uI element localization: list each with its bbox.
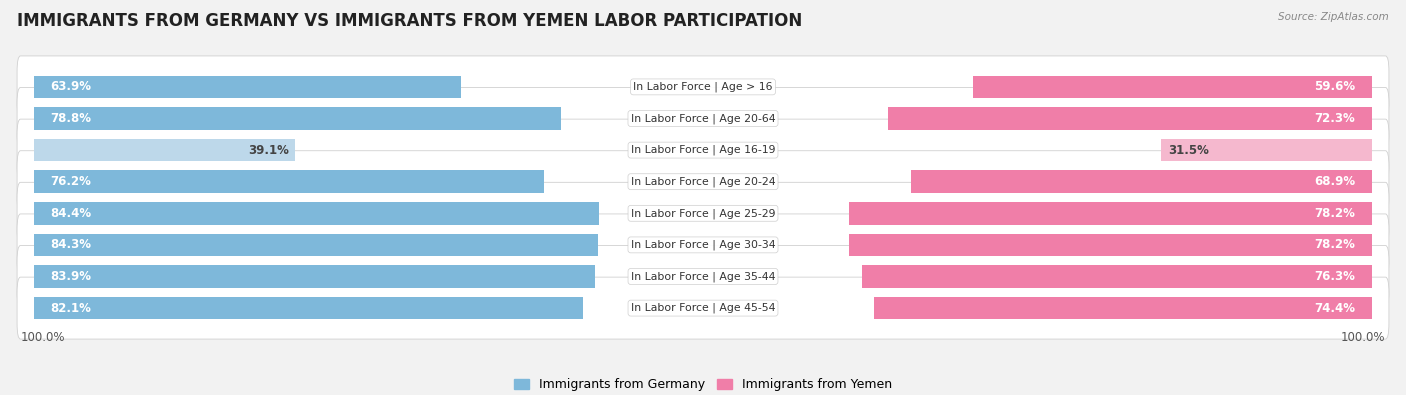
FancyBboxPatch shape — [17, 246, 1389, 307]
FancyBboxPatch shape — [17, 151, 1389, 213]
Bar — [34, 233, 598, 256]
FancyBboxPatch shape — [17, 214, 1389, 276]
Text: 76.2%: 76.2% — [51, 175, 91, 188]
Bar — [34, 75, 461, 98]
Bar — [849, 202, 1372, 225]
Bar — [862, 265, 1372, 288]
Text: 78.8%: 78.8% — [51, 112, 91, 125]
Text: In Labor Force | Age 35-44: In Labor Force | Age 35-44 — [631, 271, 775, 282]
Text: 78.2%: 78.2% — [1315, 239, 1355, 251]
Bar — [34, 202, 599, 225]
Bar — [911, 170, 1372, 193]
Text: 68.9%: 68.9% — [1315, 175, 1355, 188]
Text: 78.2%: 78.2% — [1315, 207, 1355, 220]
Text: 39.1%: 39.1% — [247, 144, 288, 156]
Bar — [34, 265, 595, 288]
FancyBboxPatch shape — [17, 119, 1389, 181]
Bar — [34, 170, 544, 193]
Bar — [875, 297, 1372, 320]
Text: 84.3%: 84.3% — [51, 239, 91, 251]
Text: Source: ZipAtlas.com: Source: ZipAtlas.com — [1278, 12, 1389, 22]
Text: 74.4%: 74.4% — [1315, 302, 1355, 314]
Bar — [34, 107, 561, 130]
Text: In Labor Force | Age 20-64: In Labor Force | Age 20-64 — [631, 113, 775, 124]
Text: In Labor Force | Age 30-34: In Labor Force | Age 30-34 — [631, 240, 775, 250]
Text: In Labor Force | Age > 16: In Labor Force | Age > 16 — [633, 82, 773, 92]
Text: 84.4%: 84.4% — [51, 207, 91, 220]
Bar — [973, 75, 1372, 98]
Text: 100.0%: 100.0% — [1341, 331, 1385, 344]
Text: IMMIGRANTS FROM GERMANY VS IMMIGRANTS FROM YEMEN LABOR PARTICIPATION: IMMIGRANTS FROM GERMANY VS IMMIGRANTS FR… — [17, 12, 801, 30]
Text: 63.9%: 63.9% — [51, 81, 91, 93]
Text: 31.5%: 31.5% — [1168, 144, 1209, 156]
Text: 76.3%: 76.3% — [1315, 270, 1355, 283]
Text: In Labor Force | Age 45-54: In Labor Force | Age 45-54 — [631, 303, 775, 313]
Text: 83.9%: 83.9% — [51, 270, 91, 283]
Bar — [1161, 139, 1372, 162]
FancyBboxPatch shape — [17, 277, 1389, 339]
Text: 59.6%: 59.6% — [1315, 81, 1355, 93]
Legend: Immigrants from Germany, Immigrants from Yemen: Immigrants from Germany, Immigrants from… — [509, 373, 897, 395]
Text: In Labor Force | Age 16-19: In Labor Force | Age 16-19 — [631, 145, 775, 155]
FancyBboxPatch shape — [17, 56, 1389, 118]
Text: 100.0%: 100.0% — [21, 331, 65, 344]
Text: In Labor Force | Age 25-29: In Labor Force | Age 25-29 — [631, 208, 775, 218]
Bar — [889, 107, 1372, 130]
FancyBboxPatch shape — [17, 88, 1389, 149]
Text: 82.1%: 82.1% — [51, 302, 91, 314]
Bar — [849, 233, 1372, 256]
Text: 72.3%: 72.3% — [1315, 112, 1355, 125]
Bar — [34, 297, 583, 320]
Bar — [34, 139, 295, 162]
FancyBboxPatch shape — [17, 182, 1389, 244]
Text: In Labor Force | Age 20-24: In Labor Force | Age 20-24 — [631, 177, 775, 187]
